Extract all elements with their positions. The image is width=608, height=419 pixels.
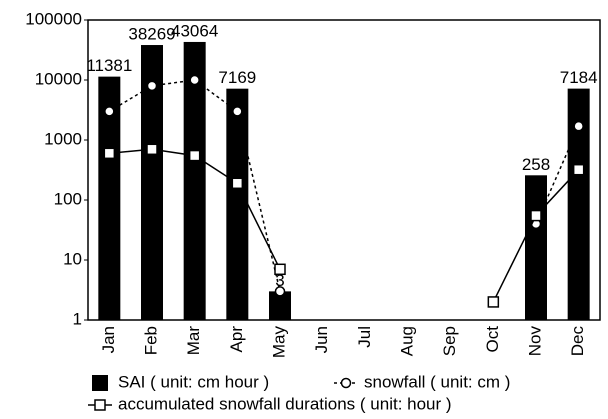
x-tick-label: May [269, 326, 288, 359]
point-marker [104, 106, 115, 117]
bar-value-label: 43064 [171, 21, 218, 40]
point-marker [274, 286, 286, 297]
point-marker [572, 163, 585, 176]
legend-marker [94, 399, 106, 411]
x-tick-label: Apr [227, 326, 246, 353]
bar [183, 41, 206, 321]
plot-frame [87, 19, 601, 321]
x-tick-label: Jan [99, 326, 118, 353]
series-line [109, 148, 580, 303]
legend-label: accumulated snowfall durations ( unit: h… [118, 394, 452, 413]
y-tick-label: 10000 [35, 69, 82, 88]
bar-value-label: 3 [275, 271, 284, 290]
legend-swatch [92, 375, 108, 391]
x-tick-label: Aug [397, 326, 416, 356]
series-line [108, 79, 580, 292]
y-tick-label: 100 [54, 189, 82, 208]
legend-marker [340, 377, 352, 389]
x-tick-label: Mar [184, 326, 203, 356]
point-marker [188, 149, 201, 162]
point-marker [573, 120, 584, 132]
legend-label: SAI ( unit: cm hour ) [118, 372, 269, 391]
y-tick-label: 10 [63, 249, 82, 268]
point-marker [103, 147, 116, 160]
x-tick-label: Jul [355, 326, 374, 348]
x-tick-label: Sep [440, 326, 459, 356]
bar-value-label: 38269 [128, 25, 175, 44]
point-marker [232, 106, 243, 117]
point-marker [530, 209, 542, 222]
point-marker [189, 74, 200, 86]
x-tick-label: Jun [312, 326, 331, 353]
point-marker [146, 143, 158, 156]
y-tick-label: 1000 [44, 129, 82, 148]
legend-label: snowfall ( unit: cm ) [364, 372, 510, 391]
bar [567, 88, 590, 321]
bar [98, 76, 121, 320]
bar-value-label: 7169 [218, 68, 256, 87]
x-tick-label: Feb [141, 326, 160, 355]
y-tick-label: 100000 [25, 9, 82, 28]
bar-value-label: 11381 [86, 56, 132, 75]
point-marker [274, 263, 286, 276]
x-tick-label: Nov [525, 326, 544, 357]
x-tick-label: Dec [568, 326, 587, 357]
bar [226, 88, 249, 320]
point-marker [146, 80, 158, 92]
point-marker [487, 296, 500, 308]
x-tick-label: Oct [483, 326, 502, 353]
bar [269, 291, 291, 320]
bar [525, 175, 547, 320]
bar-value-label: 258 [522, 155, 550, 174]
y-tick-label: 1 [73, 309, 82, 328]
point-marker [231, 177, 244, 190]
bar [141, 45, 163, 320]
bar-value-label: 7184 [560, 68, 598, 87]
